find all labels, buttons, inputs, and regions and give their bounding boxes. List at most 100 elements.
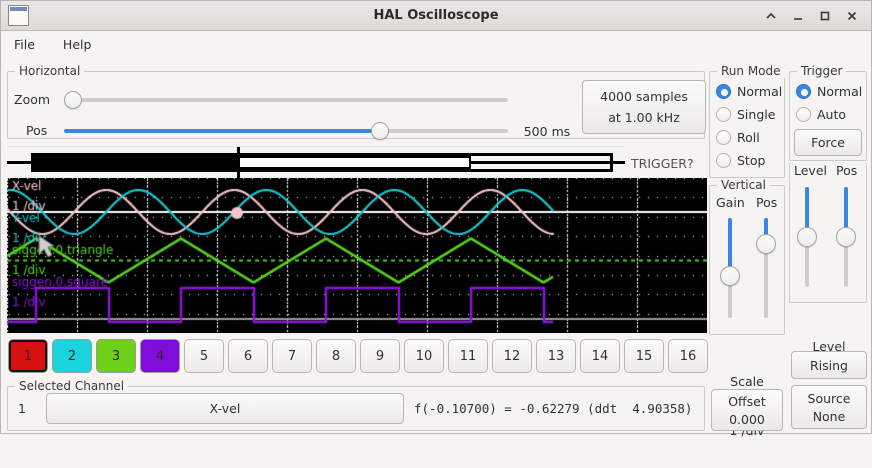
channel-button-14[interactable]: 14 xyxy=(580,339,620,373)
channel-button-11[interactable]: 11 xyxy=(448,339,488,373)
channel-button-13[interactable]: 13 xyxy=(536,339,576,373)
vertical-pos-handle[interactable] xyxy=(756,234,776,254)
menu-file[interactable]: File xyxy=(14,36,35,52)
trigger-force-button[interactable]: Force xyxy=(794,129,862,156)
channel-button-10[interactable]: 10 xyxy=(404,339,444,373)
channel-button-row: 1 2 3 4 5 6 7 8 9 10 11 12 13 14 15 16 xyxy=(8,339,708,373)
trigger-option-normal[interactable]: Normal xyxy=(796,84,862,99)
vertical-scale-title: Scale xyxy=(730,374,764,389)
maximize-button[interactable] xyxy=(818,9,832,23)
trigger-pos-handle[interactable] xyxy=(836,227,856,247)
trigger-position-tick[interactable] xyxy=(237,147,240,179)
zoom-slider-handle[interactable] xyxy=(64,91,82,109)
selected-channel-legend: Selected Channel xyxy=(15,379,129,393)
run-mode-single-label: Single xyxy=(737,107,776,122)
horizontal-pos-fill xyxy=(64,129,380,133)
run-mode-option-stop[interactable]: Stop xyxy=(716,153,765,168)
channel-button-4[interactable]: 4 xyxy=(140,339,180,373)
zoom-slider-track xyxy=(64,98,508,102)
vertical-frame: Vertical Gain Pos xyxy=(709,178,785,335)
channel-button-label: 4 xyxy=(155,348,165,364)
window-controls xyxy=(764,9,871,23)
hal-oscilloscope-window: HAL Oscilloscope File Help Horizontal Zo… xyxy=(0,0,872,438)
trigger-auto-label: Auto xyxy=(817,107,847,122)
trigger-source-button[interactable]: Source None xyxy=(791,385,867,429)
channel-button-label: 9 xyxy=(375,348,385,364)
horizontal-legend: Horizontal xyxy=(15,64,85,78)
run-mode-option-normal[interactable]: Normal xyxy=(716,84,782,99)
trigger-option-auto[interactable]: Auto xyxy=(796,107,846,122)
channel-button-8[interactable]: 8 xyxy=(316,339,356,373)
trigger-legend: Trigger xyxy=(797,64,847,78)
radio-indicator xyxy=(716,153,731,168)
minimize-button[interactable] xyxy=(791,9,805,23)
trigger-normal-label: Normal xyxy=(817,84,863,99)
window-title: HAL Oscilloscope xyxy=(373,8,499,23)
timebase-line-1: 500 ms xyxy=(523,124,571,139)
channel-button-label: 16 xyxy=(679,348,697,364)
channel-button-12[interactable]: 12 xyxy=(492,339,532,373)
title-bar: HAL Oscilloscope xyxy=(1,1,871,31)
menu-help[interactable]: Help xyxy=(62,36,92,52)
channel-button-1[interactable]: 1 xyxy=(8,339,48,373)
vertical-pos-label: Pos xyxy=(756,195,778,210)
vertical-gain-handle[interactable] xyxy=(720,266,740,286)
channel-button-2[interactable]: 2 xyxy=(52,339,92,373)
window-icon xyxy=(8,5,29,26)
run-mode-stop-label: Stop xyxy=(737,153,766,168)
scope-display[interactable] xyxy=(7,178,707,333)
horizontal-pos-slider[interactable] xyxy=(64,122,508,140)
trigger-pos-slider[interactable] xyxy=(836,187,856,287)
channel-button-9[interactable]: 9 xyxy=(360,339,400,373)
vertical-pos-track xyxy=(764,218,768,318)
vertical-gain-slider[interactable] xyxy=(720,218,740,318)
close-button[interactable] xyxy=(845,9,859,23)
trigger-source-title: Source xyxy=(807,390,851,406)
channel-button-label: 12 xyxy=(503,348,521,364)
horizontal-frame: Horizontal Zoom Pos 500 ms per div 4000 … xyxy=(7,64,706,194)
channel-button-6[interactable]: 6 xyxy=(228,339,268,373)
run-mode-option-roll[interactable]: Roll xyxy=(716,130,760,145)
shade-button[interactable] xyxy=(764,9,778,23)
channel-button-3[interactable]: 3 xyxy=(96,339,136,373)
channel-button-label: 5 xyxy=(199,348,209,364)
radio-indicator xyxy=(796,107,811,122)
trigger-level-title: Level xyxy=(812,339,846,354)
trigger-source-value: None xyxy=(812,408,846,424)
channel-button-5[interactable]: 5 xyxy=(184,339,224,373)
trigger-level-handle[interactable] xyxy=(797,227,817,247)
horizontal-pos-handle[interactable] xyxy=(370,122,389,140)
channel-button-label: 13 xyxy=(547,348,565,364)
run-mode-option-single[interactable]: Single xyxy=(716,107,775,122)
channel-button-15[interactable]: 15 xyxy=(624,339,664,373)
trigger-pos-fill xyxy=(844,187,848,237)
vertical-offset-value: 0.000 xyxy=(729,411,765,427)
radio-indicator xyxy=(796,84,811,99)
selected-channel-readout: f(-0.10700) = -0.62279 (ddt 4.90358) xyxy=(414,401,693,416)
channel-button-7[interactable]: 7 xyxy=(272,339,312,373)
radio-indicator xyxy=(716,107,731,122)
vertical-legend: Vertical xyxy=(717,178,770,192)
sample-rate-line-1: 4000 samples xyxy=(600,89,688,104)
zoom-slider[interactable] xyxy=(64,91,508,109)
selected-channel-source-button[interactable]: X-vel xyxy=(46,393,404,424)
sample-window-indicator[interactable] xyxy=(7,146,625,179)
vertical-pos-slider[interactable] xyxy=(756,218,776,318)
channel-button-label: 3 xyxy=(111,348,121,364)
sample-rate-button[interactable]: 4000 samples at 1.00 kHz xyxy=(582,80,706,134)
vertical-offset-button[interactable]: Offset 0.000 xyxy=(711,389,783,431)
run-mode-roll-label: Roll xyxy=(737,130,760,145)
channel-button-label: 15 xyxy=(635,348,653,364)
trigger-edge-button[interactable]: Rising xyxy=(791,351,867,379)
channel-button-16[interactable]: 16 xyxy=(668,339,708,373)
sample-window-filled-region xyxy=(31,156,237,169)
trigger-sliders-frame: Level Pos xyxy=(789,163,867,303)
channel-button-label: 10 xyxy=(415,348,433,364)
trigger-pos-slider-label: Pos xyxy=(836,163,858,178)
menu-bar: File Help xyxy=(1,31,871,57)
vertical-pos-fill xyxy=(764,218,768,244)
run-mode-legend: Run Mode xyxy=(717,64,785,78)
scope-canvas[interactable] xyxy=(7,178,707,333)
trigger-level-slider[interactable] xyxy=(797,187,817,287)
channel-button-label: 7 xyxy=(287,348,297,364)
